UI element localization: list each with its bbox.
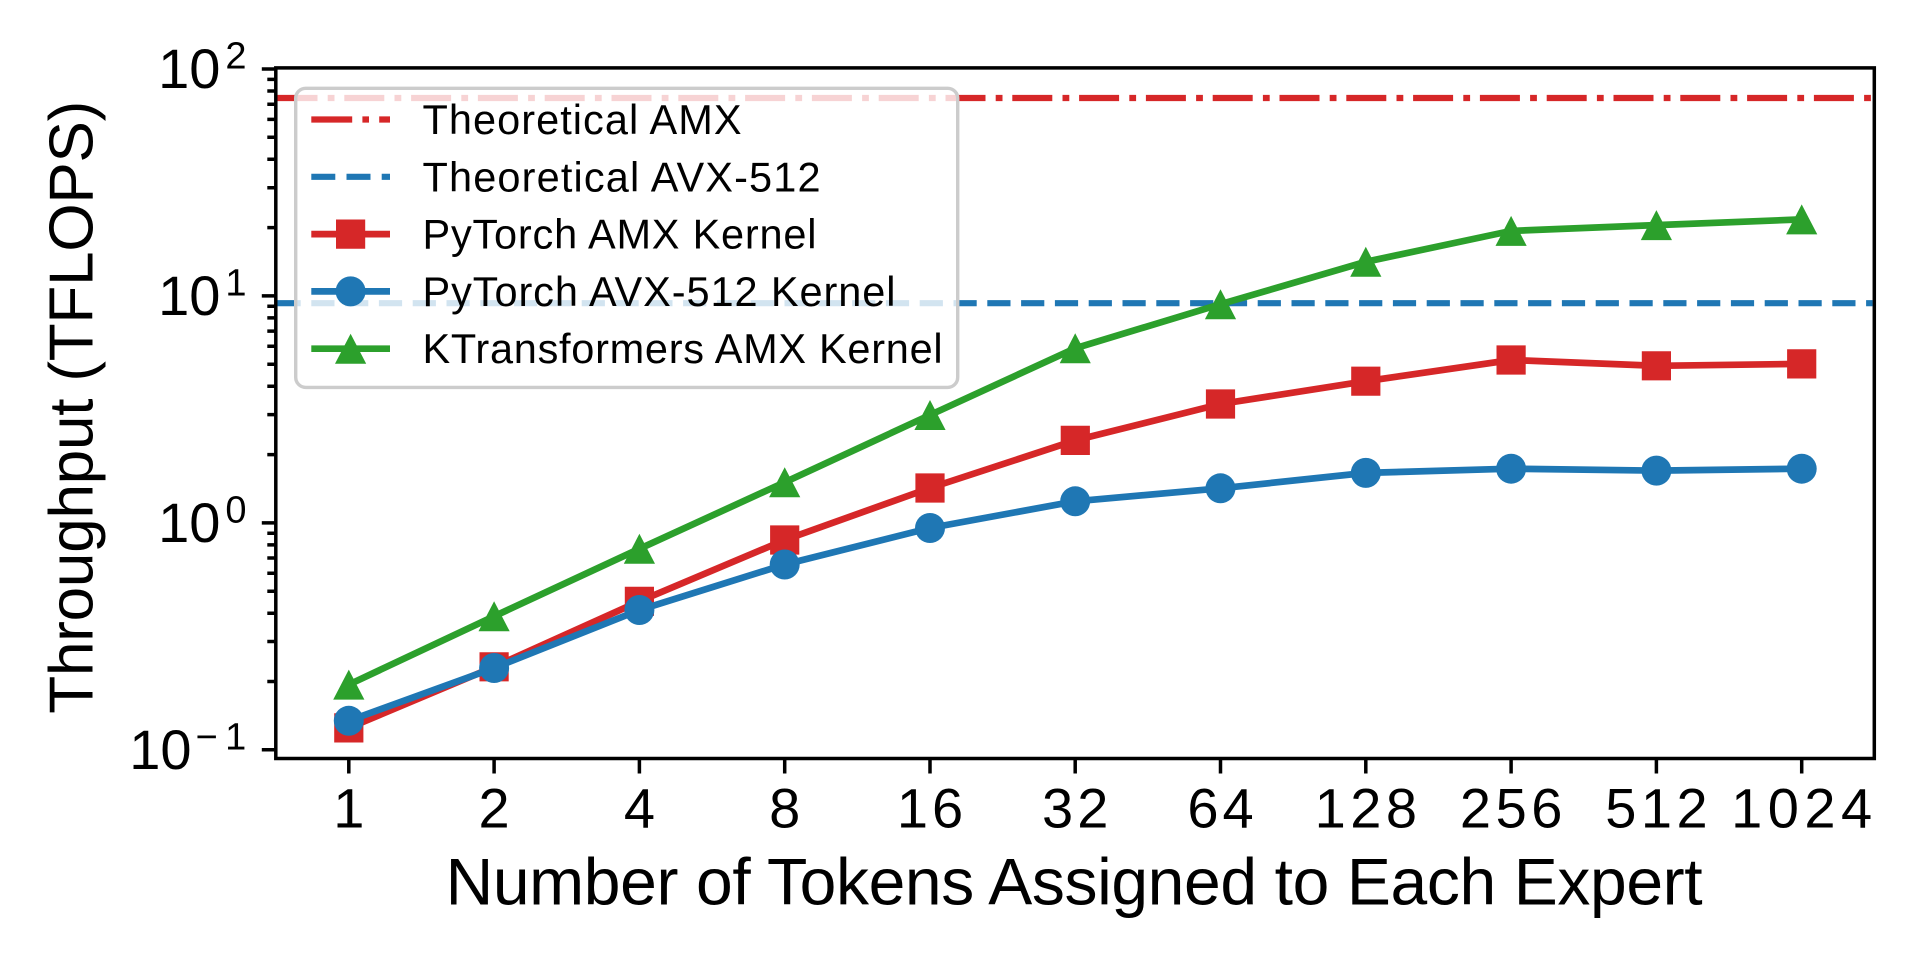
svg-text:10: 10 <box>129 718 191 781</box>
svg-text:1: 1 <box>333 777 364 840</box>
svg-text:16: 16 <box>897 777 967 840</box>
svg-text:Throughput (TFLOPS): Throughput (TFLOPS) <box>38 101 107 714</box>
svg-text:KTransformers AMX Kernel: KTransformers AMX Kernel <box>423 325 944 372</box>
svg-text:512: 512 <box>1605 777 1712 840</box>
svg-text:4: 4 <box>624 777 655 840</box>
svg-text:Theoretical AVX-512: Theoretical AVX-512 <box>423 153 822 200</box>
svg-text:10: 10 <box>158 37 220 100</box>
svg-text:PyTorch AMX Kernel: PyTorch AMX Kernel <box>423 211 818 258</box>
svg-text:10: 10 <box>158 491 220 554</box>
svg-text:8: 8 <box>769 777 800 840</box>
svg-text:256: 256 <box>1460 777 1567 840</box>
svg-text:128: 128 <box>1315 777 1422 840</box>
svg-text:−: − <box>196 717 218 759</box>
svg-text:32: 32 <box>1042 777 1112 840</box>
svg-text:0: 0 <box>225 490 246 532</box>
svg-text:2: 2 <box>479 777 510 840</box>
svg-text:Number of Tokens Assigned to E: Number of Tokens Assigned to Each Expert <box>446 845 1703 919</box>
svg-text:2: 2 <box>225 36 246 78</box>
svg-text:1: 1 <box>225 263 246 305</box>
svg-text:Theoretical AMX: Theoretical AMX <box>423 96 743 143</box>
svg-text:1024: 1024 <box>1731 777 1878 840</box>
svg-text:64: 64 <box>1187 777 1257 840</box>
svg-text:10: 10 <box>158 264 220 327</box>
svg-text:PyTorch AVX-512 Kernel: PyTorch AVX-512 Kernel <box>423 268 897 315</box>
svg-text:1: 1 <box>225 717 246 759</box>
